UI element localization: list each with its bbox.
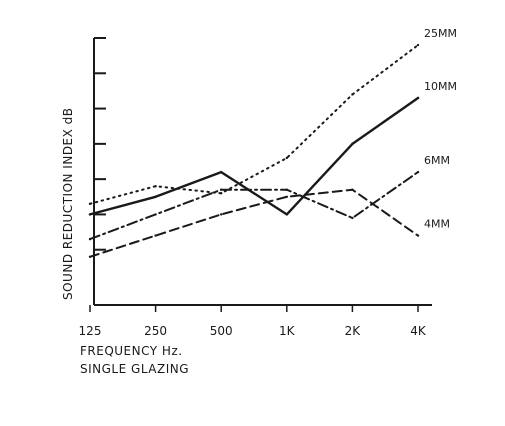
axes	[93, 38, 432, 306]
series-line-10mm	[88, 96, 420, 216]
chart-subtitle: SINGLE GLAZING	[80, 362, 189, 376]
data-point-4mm	[220, 213, 223, 216]
data-point-25mm	[154, 185, 157, 188]
x-axis-ticks: 125 250 500 1K 2K 4K	[79, 305, 427, 338]
data-point-6mm	[88, 237, 92, 241]
data-point-6mm	[416, 170, 420, 174]
x-tick-label: 500	[210, 324, 233, 338]
data-point-6mm	[220, 188, 223, 191]
data-point-25mm	[285, 156, 288, 160]
x-axis-label: FREQUENCY Hz.	[80, 344, 183, 358]
data-point-4mm	[88, 255, 92, 258]
series-labels: 25MM 10MM 6MM 4MM	[424, 27, 457, 231]
series-line-4mm	[89, 188, 419, 258]
x-tick-label: 4K	[410, 324, 427, 338]
data-point-10mm	[154, 195, 157, 198]
data-point-25mm	[220, 192, 223, 195]
data-point-4mm	[416, 234, 420, 237]
x-tick-label: 125	[79, 324, 102, 338]
data-point-25mm	[416, 43, 420, 47]
series-line-6mm	[89, 171, 419, 241]
data-point-25mm	[351, 93, 354, 96]
series-line-25mm	[89, 44, 419, 205]
y-axis-ticks	[94, 37, 106, 251]
y-axis-label: SOUND REDUCTION INDEX dB	[61, 107, 75, 300]
data-point-4mm	[154, 234, 157, 237]
series-label-4mm: 4MM	[424, 218, 450, 231]
series-label-25mm: 25MM	[424, 27, 457, 40]
data-point-10mm	[351, 142, 354, 146]
series-label-6mm: 6MM	[424, 154, 450, 167]
data-point-4mm	[285, 195, 288, 198]
x-tick-label: 250	[144, 324, 167, 338]
data-point-10mm	[285, 213, 288, 216]
series-label-10mm: 10MM	[424, 80, 457, 93]
x-tick-label: 2K	[345, 324, 362, 338]
data-point-25mm	[88, 202, 92, 206]
data-point-10mm	[416, 96, 420, 100]
data-point-6mm	[285, 188, 288, 191]
series-lines	[88, 43, 420, 258]
data-point-6mm	[154, 213, 157, 216]
data-point-4mm	[351, 188, 354, 191]
x-tick-label: 1K	[279, 324, 296, 338]
data-point-6mm	[351, 216, 354, 220]
data-point-10mm	[88, 213, 92, 216]
data-point-10mm	[220, 170, 223, 174]
